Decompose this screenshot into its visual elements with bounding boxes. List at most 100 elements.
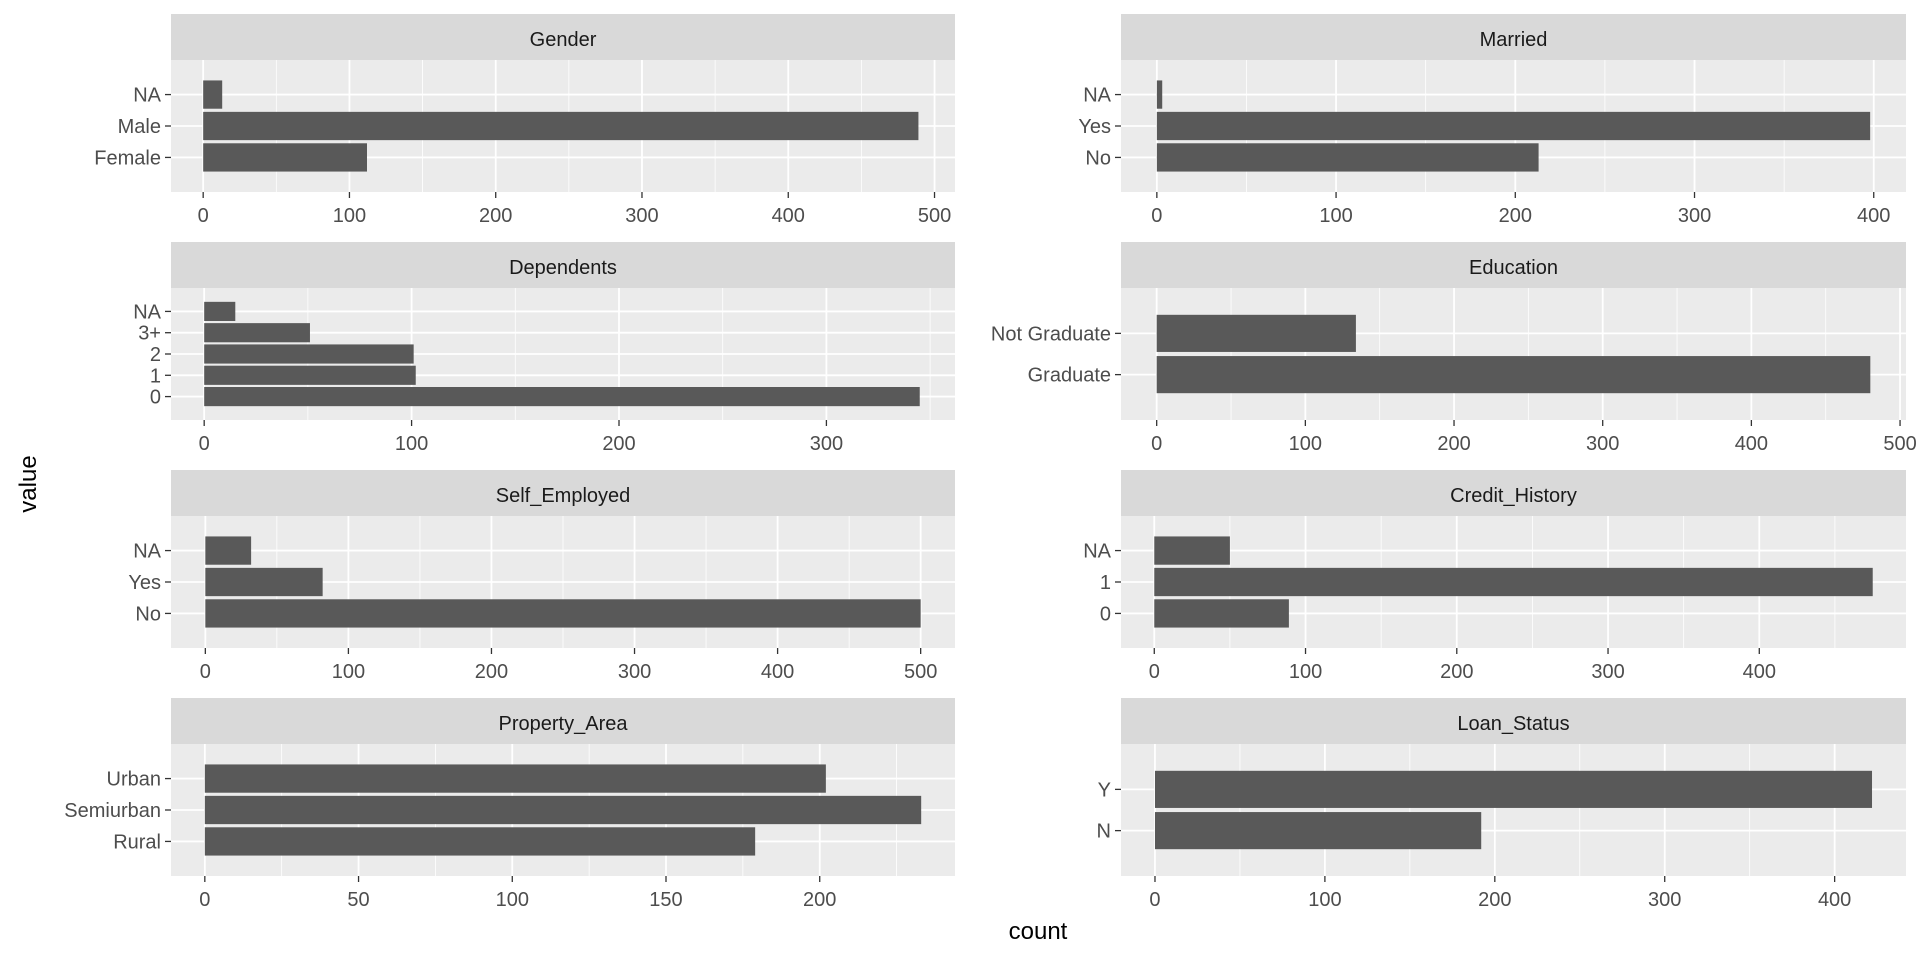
facet-strip [1121, 242, 1906, 288]
x-axis-title: count [1009, 918, 1068, 945]
bar-married-yes [1156, 111, 1871, 141]
facet-title: Gender [530, 29, 597, 51]
bar-credit-history-1 [1154, 567, 1873, 597]
x-tick-label: 0 [1151, 433, 1162, 455]
x-tick-label: 100 [1308, 889, 1341, 911]
x-tick-label: 500 [918, 205, 951, 227]
x-tick-label: 300 [625, 205, 658, 227]
bar-self-employed-no [205, 599, 921, 628]
facet-title: Married [1480, 29, 1548, 51]
y-tick-label: Female [94, 147, 161, 169]
bar-dependents-1 [204, 365, 416, 385]
x-tick-label: 400 [772, 205, 805, 227]
facet-strip [1121, 698, 1906, 744]
x-tick-label: 500 [1883, 433, 1916, 455]
y-tick-label: 1 [150, 365, 161, 387]
x-tick-label: 200 [1478, 889, 1511, 911]
x-tick-label: 100 [395, 433, 428, 455]
facet-strip [171, 698, 955, 744]
x-tick-label: 0 [1149, 661, 1160, 683]
y-tick-label: 0 [150, 387, 161, 409]
y-tick-label: 3+ [138, 323, 161, 345]
y-tick-label: Not Graduate [991, 323, 1111, 345]
y-tick-label: No [1085, 147, 1111, 169]
bar-gender-na [203, 80, 223, 109]
x-tick-label: 200 [803, 889, 836, 911]
x-tick-label: 300 [1678, 205, 1711, 227]
x-tick-label: 200 [475, 661, 508, 683]
x-tick-label: 0 [199, 433, 210, 455]
y-axis-title: value [15, 455, 42, 512]
facet-credit-history: Credit_History 0 1 NA 0 100 200 300 400 [1083, 470, 1906, 683]
facet-strip [1121, 14, 1906, 60]
bar-gender-female [203, 143, 367, 172]
x-tick-label: 400 [761, 661, 794, 683]
x-tick-label: 400 [1818, 889, 1851, 911]
panel-background [1121, 744, 1906, 876]
facet-title: Education [1469, 257, 1558, 279]
y-tick-label: NA [1083, 541, 1111, 563]
x-tick-label: 500 [904, 661, 937, 683]
y-tick-label: Yes [128, 572, 161, 594]
x-tick-label: 0 [198, 205, 209, 227]
x-tick-label: 100 [1289, 433, 1322, 455]
x-tick-label: 150 [649, 889, 682, 911]
bar-married-no [1156, 143, 1539, 172]
bar-property-area-rural [204, 827, 756, 856]
facet-strip [171, 242, 955, 288]
x-tick-label: 300 [1591, 661, 1624, 683]
facet-strip [1121, 470, 1906, 516]
facet-strip [171, 470, 955, 516]
bar-dependents-na [204, 301, 236, 321]
x-tick-label: 200 [1499, 205, 1532, 227]
y-tick-label: Y [1098, 779, 1111, 801]
facet-self-employed: Self_Employed No Yes NA 0 100 200 300 400 500 [128, 470, 955, 683]
y-tick-label: NA [133, 85, 161, 107]
x-tick-label: 400 [1857, 205, 1890, 227]
x-tick-label: 300 [1586, 433, 1619, 455]
x-tick-label: 100 [1289, 661, 1322, 683]
facet-title: Loan_Status [1457, 713, 1569, 735]
bar-education-graduate [1156, 356, 1871, 394]
facet-title: Credit_History [1450, 485, 1577, 507]
bar-dependents-0 [204, 387, 920, 407]
bar-dependents-2 [204, 344, 414, 364]
x-tick-label: 400 [1735, 433, 1768, 455]
x-tick-label: 0 [1151, 205, 1162, 227]
x-tick-label: 200 [1440, 661, 1473, 683]
x-tick-label: 0 [199, 889, 210, 911]
x-tick-label: 300 [810, 433, 843, 455]
bar-credit-history-0 [1154, 599, 1289, 628]
bar-education-not-graduate [1156, 314, 1356, 352]
bar-gender-male [203, 111, 919, 141]
y-tick-label: NA [1083, 85, 1111, 107]
x-tick-label: 400 [1743, 661, 1776, 683]
x-tick-label: 100 [333, 205, 366, 227]
bar-property-area-semiurban [204, 795, 922, 825]
bar-dependents-3- [204, 323, 310, 343]
x-tick-label: 50 [347, 889, 369, 911]
x-tick-label: 100 [332, 661, 365, 683]
y-tick-label: NA [133, 301, 161, 323]
facet-married: Married No Yes NA 0 100 200 300 400 [1078, 14, 1906, 227]
y-tick-label: No [135, 603, 161, 625]
y-tick-label: 1 [1100, 572, 1111, 594]
bar-married-na [1156, 80, 1163, 109]
x-tick-label: 300 [618, 661, 651, 683]
panel-background [1121, 288, 1906, 420]
y-tick-label: Semiurban [64, 800, 161, 822]
facet-title: Self_Employed [496, 485, 631, 507]
facet-education: Education Graduate Not Graduate 0 100 200 300 4… [991, 242, 1917, 455]
facet-title: Dependents [509, 257, 617, 279]
bar-credit-history-na [1154, 536, 1230, 565]
facet-title: Property_Area [499, 713, 629, 735]
facet-property-area: Property_Area Rural Semiurban Urban 0 50 100 15… [64, 698, 955, 911]
facet-strip [171, 14, 955, 60]
bar-loan-status-n [1154, 812, 1482, 850]
bar-property-area-urban [204, 764, 826, 793]
y-tick-label: 2 [150, 344, 161, 366]
x-tick-label: 200 [479, 205, 512, 227]
